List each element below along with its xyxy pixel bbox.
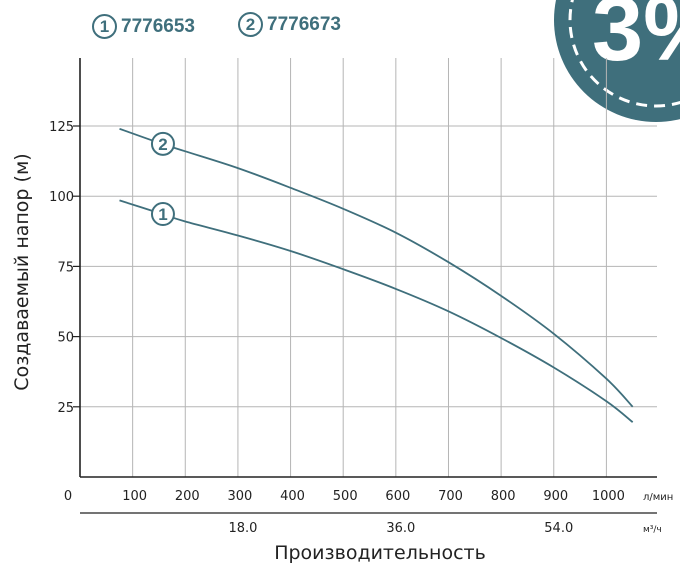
y-tick-label: 125 bbox=[49, 120, 74, 135]
discount-badge: 3% bbox=[554, 0, 680, 122]
x-tick-label: 900 bbox=[543, 489, 568, 504]
series-line-2 bbox=[119, 127, 634, 408]
x-tick-label: 600 bbox=[385, 489, 410, 504]
y-tick-label: 50 bbox=[57, 331, 74, 346]
x-tick-label: 1000 bbox=[592, 489, 625, 504]
legend-marker-2: 2 bbox=[238, 12, 263, 37]
y-tick-label: 75 bbox=[57, 260, 74, 275]
y-axis-title: Создаваемый напор (м) bbox=[11, 153, 33, 390]
grid bbox=[80, 58, 657, 477]
series-line-1 bbox=[119, 199, 634, 423]
x-tick-label: 800 bbox=[491, 489, 516, 504]
series-marker-1 bbox=[150, 202, 175, 227]
x-tick-label: 400 bbox=[280, 489, 305, 504]
legend-marker-1: 1 bbox=[92, 14, 117, 39]
x-unit-secondary: м³/ч bbox=[643, 525, 662, 535]
series-marker-label-2: 2 bbox=[158, 135, 167, 154]
x2-tick-label: 54.0 bbox=[544, 521, 573, 536]
legend-item-2: 2 7776673 bbox=[238, 12, 341, 37]
x-axis-title: Производительность bbox=[274, 542, 486, 563]
legend-label-1: 7776653 bbox=[121, 15, 195, 37]
x2-tick-label: 36.0 bbox=[386, 521, 415, 536]
series-marker-2 bbox=[150, 131, 175, 156]
badge-dashed-ring bbox=[568, 0, 680, 108]
x-tick-label: 100 bbox=[122, 489, 147, 504]
x-tick-label: 200 bbox=[175, 489, 200, 504]
curves: 12 bbox=[119, 127, 634, 423]
legend-item-1: 1 7776653 bbox=[92, 14, 195, 39]
badge-circle bbox=[554, 0, 680, 122]
axes bbox=[73, 58, 657, 514]
series-marker-label-1: 1 bbox=[158, 205, 167, 224]
y-tick-label: 25 bbox=[57, 401, 74, 416]
badge-text: 3% bbox=[592, 0, 680, 80]
legend-label-2: 7776673 bbox=[267, 13, 341, 35]
x-tick-label: 700 bbox=[438, 489, 463, 504]
x-tick-label: 500 bbox=[333, 489, 358, 504]
labels: 25 50 75 100 125 0 100 200 300 400 500 600 700 800 900… bbox=[11, 120, 673, 563]
x-tick-label: 300 bbox=[228, 489, 253, 504]
y-tick-label: 100 bbox=[49, 190, 74, 205]
x-unit-primary: л/мин bbox=[643, 492, 673, 503]
x-tick-label: 0 bbox=[64, 489, 72, 504]
x2-tick-label: 18.0 bbox=[228, 521, 257, 536]
